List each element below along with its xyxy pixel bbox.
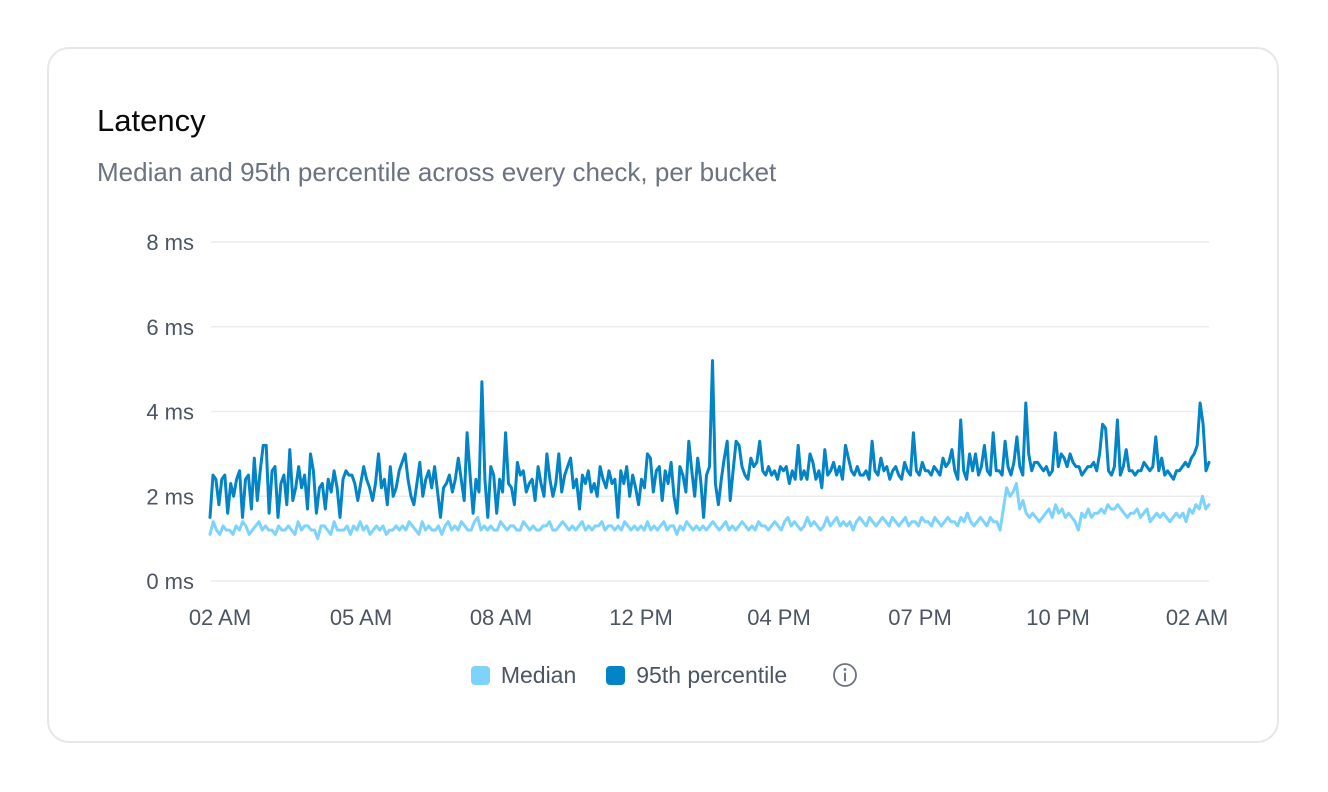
y-axis: 0 ms 2 ms 4 ms 6 ms 8 ms bbox=[146, 230, 194, 594]
y-tick-label: 2 ms bbox=[146, 484, 194, 509]
x-tick-label: 10 PM bbox=[1026, 605, 1090, 630]
x-tick-label: 04 PM bbox=[747, 605, 811, 630]
chart-series bbox=[208, 359, 1211, 541]
x-tick-label: 02 AM bbox=[1166, 605, 1228, 630]
y-tick-label: 8 ms bbox=[146, 230, 194, 255]
x-tick-label: 05 AM bbox=[330, 605, 392, 630]
x-tick-label: 08 AM bbox=[470, 605, 532, 630]
legend-swatch-p95 bbox=[606, 665, 626, 685]
legend-item-p95[interactable]: 95th percentile bbox=[606, 662, 787, 689]
y-tick-label: 6 ms bbox=[146, 315, 194, 340]
series-line-median bbox=[208, 482, 1211, 541]
legend-swatch-median bbox=[470, 665, 490, 685]
x-tick-label: 02 AM bbox=[189, 605, 251, 630]
latency-chart: 0 ms 2 ms 4 ms 6 ms 8 ms 02 AM 05 AM 08 AM 12 P… bbox=[146, 230, 1228, 630]
legend-label-median: Median bbox=[500, 661, 577, 688]
info-icon[interactable] bbox=[831, 661, 859, 689]
legend-label-p95: 95th percentile bbox=[636, 661, 788, 688]
card-subtitle: Median and 95th percentile across every … bbox=[97, 157, 777, 187]
x-axis: 02 AM 05 AM 08 AM 12 PM 04 PM 07 PM 10 PM 02 AM bbox=[189, 605, 1228, 630]
latency-card: Latency Median and 95th percentile acros… bbox=[47, 47, 1279, 743]
chart-legend: Median 95th percentile bbox=[49, 661, 1281, 689]
x-tick-label: 12 PM bbox=[609, 605, 673, 630]
legend-item-median[interactable]: Median bbox=[470, 661, 577, 689]
x-tick-label: 07 PM bbox=[888, 605, 952, 630]
y-tick-label: 0 ms bbox=[146, 569, 194, 594]
card-title: Latency bbox=[97, 103, 206, 138]
y-tick-label: 4 ms bbox=[146, 400, 194, 425]
series-line-p95 bbox=[208, 359, 1211, 519]
